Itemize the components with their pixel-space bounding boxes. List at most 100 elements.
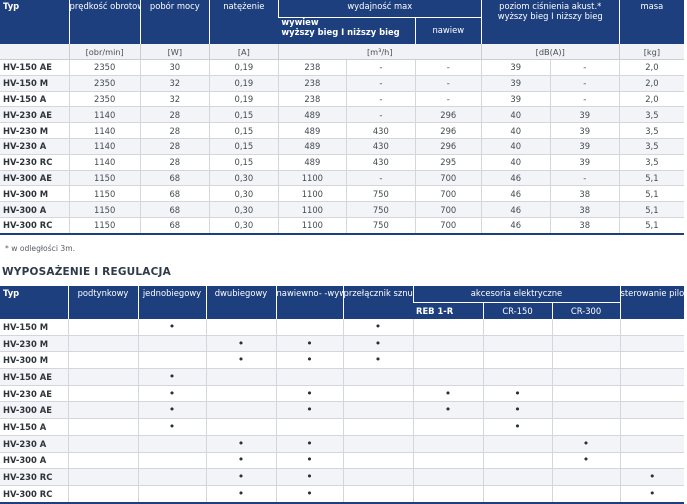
feature-dot: •: [275, 351, 343, 370]
value-cell: 700: [414, 201, 482, 218]
type-cell: HV-300 AE: [0, 170, 70, 187]
col-podtynkowy: podtynkowy: [67, 286, 138, 319]
value-cell: 0,15: [208, 106, 279, 124]
feature-cell: [482, 368, 552, 386]
type-cell: HV-150 M: [0, 75, 70, 92]
type-cell: HV-300 RC: [0, 485, 68, 504]
type-cell: HV-300 M: [0, 351, 68, 370]
value-cell: 1100: [277, 185, 347, 203]
value-cell: 1150: [68, 185, 141, 203]
feature-dot: •: [482, 418, 552, 436]
value-cell: 0,19: [208, 59, 279, 76]
col-typ: Typ: [0, 286, 68, 319]
value-cell: 296: [414, 106, 482, 124]
col-cr150: CR-150: [482, 302, 552, 319]
value-cell: 39: [480, 91, 551, 108]
feature-cell: [275, 319, 343, 336]
value-cell: 1150: [68, 170, 141, 187]
value-cell: 0,30: [208, 170, 279, 187]
col-pobor: pobór mocy: [139, 0, 210, 44]
value-cell: 2350: [68, 91, 141, 108]
wywiew-label: wywiew: [281, 17, 319, 27]
value-cell: 38: [549, 217, 620, 235]
feature-cell: [551, 385, 621, 403]
value-cell: -: [345, 75, 416, 92]
feature-cell: [619, 418, 685, 436]
value-cell: 295: [414, 154, 482, 171]
feature-cell: [205, 401, 276, 420]
feature-dot: •: [205, 335, 276, 353]
section-title: WYPOSAŻENIE I REGULACJA: [2, 266, 171, 278]
value-cell: 0,30: [208, 185, 279, 203]
feature-dot: •: [205, 435, 276, 453]
value-cell: 68: [139, 185, 210, 203]
value-cell: 700: [414, 217, 482, 235]
feature-dot: •: [275, 335, 343, 353]
feature-dot: •: [137, 368, 206, 386]
feature-dot: •: [275, 401, 343, 420]
value-cell: 1150: [68, 217, 141, 235]
poziom-label: poziom ciśnienia akust.*: [499, 1, 602, 11]
value-cell: 1100: [277, 170, 347, 187]
value-cell: 40: [480, 138, 551, 155]
feature-cell: [205, 368, 276, 386]
feature-dot: •: [342, 335, 413, 353]
feature-dot: •: [205, 351, 276, 370]
feature-cell: [67, 319, 138, 336]
feature-cell: [205, 385, 276, 403]
type-cell: HV-150 M: [0, 319, 68, 336]
unit-cell: [A]: [208, 44, 279, 60]
feature-dot: •: [412, 385, 483, 403]
feature-cell: [342, 368, 413, 386]
col-sterowanie: sterowanie pilotem: [619, 286, 685, 319]
value-cell: -: [549, 75, 620, 92]
feature-cell: [412, 452, 483, 470]
value-cell: 3,5: [618, 106, 684, 124]
value-cell: 296: [414, 122, 482, 139]
value-cell: -: [414, 75, 482, 92]
value-cell: 39: [549, 122, 620, 139]
unit-cell: [W]: [139, 44, 210, 60]
unit-cell: [0, 44, 70, 60]
feature-cell: [137, 435, 206, 453]
feature-dot: •: [137, 319, 206, 336]
feature-cell: [137, 351, 206, 370]
value-cell: 2,0: [618, 75, 684, 92]
value-cell: 0,30: [208, 217, 279, 235]
feature-cell: [551, 468, 621, 486]
feature-cell: [412, 368, 483, 386]
col-dwubiegowy: dwubiegowy: [205, 286, 276, 319]
table-row: HV-300 M • • •: [0, 351, 685, 370]
table-row: HV-300 AE 1150 68 0,30 1100-700 46-5,1: [0, 170, 684, 187]
value-cell: -: [345, 106, 416, 124]
feature-cell: [342, 435, 413, 453]
value-cell: 2350: [68, 59, 141, 76]
feature-dot: •: [275, 452, 343, 470]
feature-cell: [551, 368, 621, 386]
feature-cell: [619, 385, 685, 403]
value-cell: 0,19: [208, 75, 279, 92]
table-row: HV-230 M • • •: [0, 335, 685, 353]
type-cell: HV-150 A: [0, 91, 70, 108]
type-cell: HV-230 A: [0, 435, 68, 453]
value-cell: 68: [139, 201, 210, 218]
value-cell: 39: [549, 138, 620, 155]
feature-cell: [482, 435, 552, 453]
feature-cell: [67, 335, 138, 353]
value-cell: -: [414, 59, 482, 76]
table-row: HV-300 RC • • •: [0, 485, 685, 504]
value-cell: 39: [480, 59, 551, 76]
value-cell: 46: [480, 201, 551, 218]
value-cell: 30: [139, 59, 210, 76]
value-cell: 5,1: [618, 170, 684, 187]
feature-cell: [412, 418, 483, 436]
value-cell: 296: [414, 138, 482, 155]
feature-cell: [551, 401, 621, 420]
feature-cell: [412, 435, 483, 453]
feature-dot: •: [619, 485, 685, 504]
table-row: HV-300 AE • • • •: [0, 401, 685, 420]
value-cell: 0,15: [208, 154, 279, 171]
value-cell: 430: [345, 138, 416, 155]
value-cell: 39: [480, 75, 551, 92]
unit-cell: [kg]: [618, 44, 684, 60]
